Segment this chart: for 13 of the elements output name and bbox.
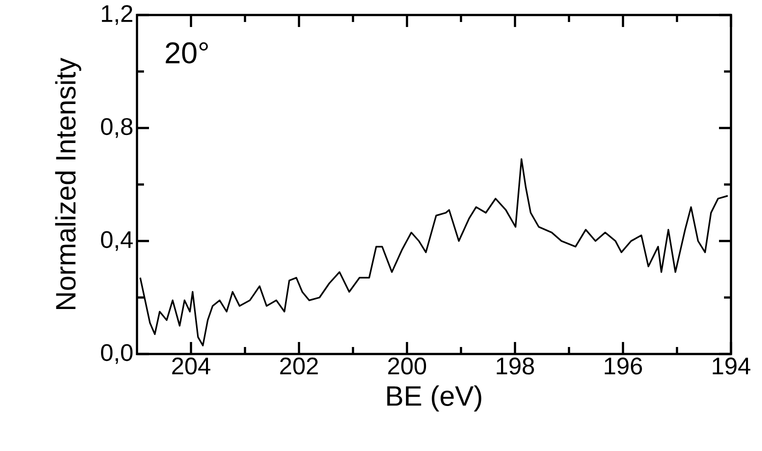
y-tick-label: 0,4 (101, 231, 133, 251)
y-tick-label: 0,8 (101, 118, 132, 138)
y-tick-label: 0,0 (101, 344, 133, 364)
x-tick-label: 198 (496, 358, 534, 375)
x-tick-label: 202 (280, 358, 318, 375)
x-tick-label: 204 (172, 358, 210, 375)
y-axis-title: Normalized Intensity (55, 58, 82, 310)
x-axis-title: BE (eV) (387, 385, 482, 412)
x-tick-label: 196 (604, 358, 642, 375)
x-tick-label: 200 (388, 358, 426, 375)
x-tick-label: 194 (712, 358, 750, 375)
y-tick-label: 1,2 (102, 5, 132, 25)
annotation: 20° (166, 42, 208, 64)
